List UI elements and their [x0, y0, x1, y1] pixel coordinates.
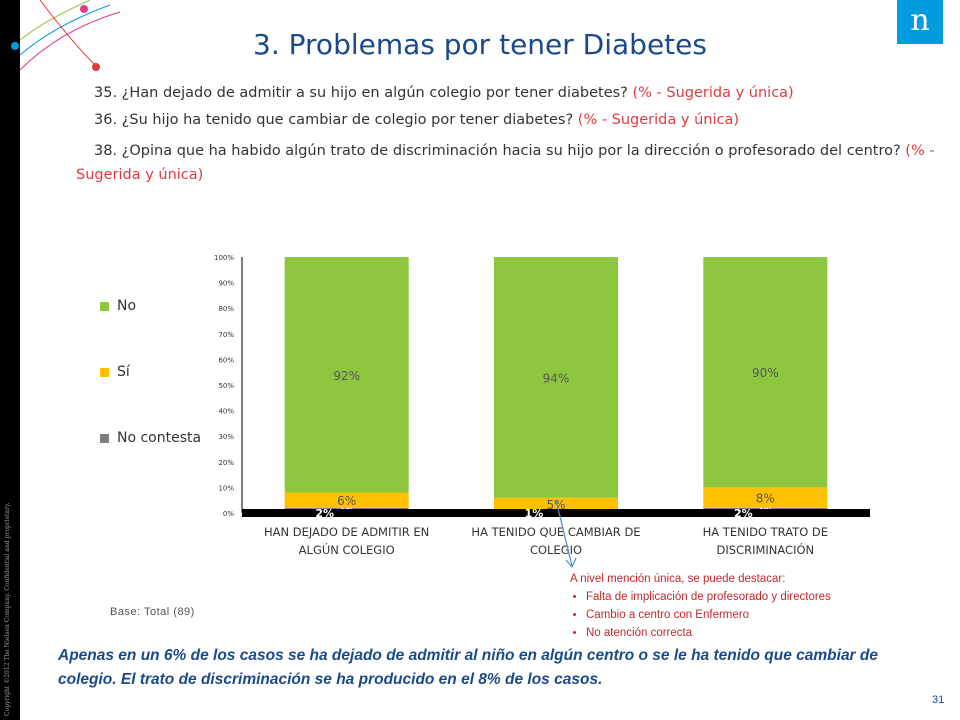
mention-note: A nivel mención única, se puede destacar…	[570, 570, 831, 642]
question-tag: (% - Sugerida y única)	[577, 112, 739, 128]
data-label-no-contesta: 2%	[315, 507, 334, 520]
decorative-lines	[11, 0, 120, 71]
data-label: 94%	[543, 371, 570, 385]
x-category-label: COLEGIO	[530, 543, 582, 557]
y-tick-label: 40%	[218, 408, 234, 416]
bar-segment-sí	[494, 497, 618, 511]
question-text: 36. ¿Su hijo ha tenido que cambiar de co…	[94, 112, 574, 128]
bar-segment-no	[494, 257, 618, 498]
y-tick-label: 70%	[218, 331, 234, 339]
question-38: 38. ¿Opina que ha habido algún trato de …	[76, 139, 956, 187]
question-tag: (% - Sugerida y única)	[76, 143, 935, 183]
legend-label: Sí	[117, 364, 130, 380]
conclusion-text: Apenas en un 6% de los casos se ha dejad…	[58, 647, 878, 688]
question-text: 35. ¿Han dejado de admitir a su hijo en …	[94, 85, 628, 101]
bar-segment-no	[703, 257, 828, 488]
page-title: 3. Problemas por tener Diabetes	[253, 28, 707, 61]
bar-segment-sí	[284, 492, 409, 508]
note-item: Falta de implicación de profesorado y di…	[586, 588, 831, 606]
annotation-arrowhead	[565, 557, 577, 569]
data-label: 8%	[756, 492, 775, 506]
note-item: Cambio a centro con Enfermero	[586, 606, 831, 624]
data-label: 92%	[333, 369, 360, 383]
bar-segment-no	[284, 257, 409, 493]
y-tick-label: 0%	[223, 510, 234, 518]
note-heading: A nivel mención única, se puede destacar…	[570, 573, 786, 585]
question-36: 36. ¿Su hijo ha tenido que cambiar de co…	[94, 112, 739, 128]
legend-label: No contesta	[117, 430, 202, 446]
legend-swatch	[100, 301, 109, 311]
bar-segment-sí	[703, 487, 828, 508]
data-label: 6%	[337, 494, 356, 508]
base-note: Base: Total (89)	[110, 606, 195, 618]
legend-item-no: No	[100, 298, 136, 314]
y-tick-label: 50%	[218, 382, 234, 390]
y-tick-label: 30%	[218, 433, 234, 441]
legend-item-no-contesta: No contesta	[100, 430, 201, 446]
left-bar	[0, 0, 20, 720]
legend-swatch	[100, 367, 109, 377]
y-tick-label: 20%	[218, 459, 234, 467]
x-category-label: HAN DEJADO DE ADMITIR EN	[264, 525, 429, 539]
note-list: Falta de implicación de profesorado y di…	[570, 588, 831, 642]
data-label-no-contesta: 2%	[734, 507, 753, 520]
nielsen-logo: n	[897, 0, 943, 44]
y-tick-label: 100%	[214, 254, 234, 262]
note-item: No atención correcta	[586, 624, 831, 642]
x-category-label: HA TENIDO TRATO DE	[703, 525, 828, 539]
page-number: 31	[932, 694, 945, 706]
y-tick-label: 90%	[218, 280, 234, 288]
y-tick-label: 60%	[218, 356, 234, 364]
legend-swatch	[100, 433, 109, 443]
question-35: 35. ¿Han dejado de admitir a su hijo en …	[94, 85, 794, 101]
legend-item-si: Sí	[100, 364, 130, 380]
annotation-arrow	[555, 499, 573, 567]
x-category-label: HA TENIDO QUE CAMBIAR DE	[471, 525, 640, 539]
data-label: 90%	[752, 366, 779, 380]
data-label-no-contesta: 1%	[525, 507, 544, 520]
x-category-label: DISCRIMINACIÓN	[717, 542, 815, 557]
legend-label: No	[117, 298, 137, 314]
question-tag: (% - Sugerida y única)	[632, 85, 794, 101]
y-tick-label: 80%	[218, 305, 234, 313]
question-text: 38. ¿Opina que ha habido algún trato de …	[94, 143, 901, 159]
y-tick-label: 10%	[218, 484, 234, 492]
x-category-label: ALGÚN COLEGIO	[299, 542, 395, 557]
data-label: 5%	[546, 498, 565, 512]
